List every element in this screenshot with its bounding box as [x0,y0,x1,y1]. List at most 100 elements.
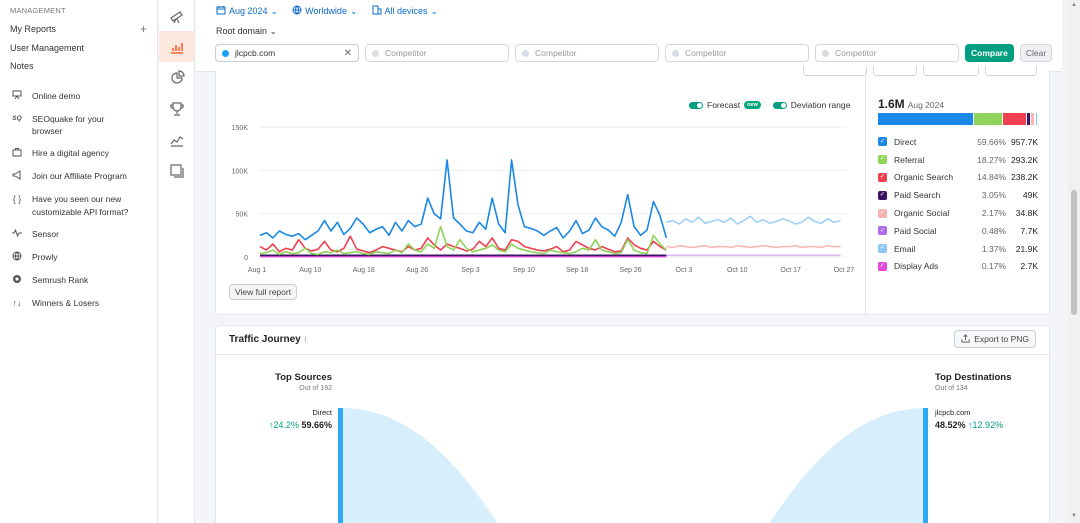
rail-trophy-icon[interactable] [159,93,194,124]
sidebar-link-label: Prowly [32,251,58,262]
root-domain-label: Root domain [216,26,268,36]
channel-row[interactable]: ✓ Paid Search 3.05% 49K [878,186,1038,204]
channel-share-segment [1034,113,1037,125]
deviation-label: Deviation range [790,100,851,110]
page-scrollbar[interactable]: ▲ ▼ [1068,0,1080,523]
sidebar-link-sensor[interactable]: Sensor [10,228,147,242]
destination-node-bar [923,408,928,523]
total-visits: 1.6M Aug 2024 [878,97,944,111]
channel-pct: 0.48% [981,225,1006,236]
deviation-toggle[interactable]: Deviation range [772,100,851,110]
clear-button[interactable]: Clear [1019,44,1053,62]
partial-tab[interactable] [923,66,979,76]
channel-row[interactable]: ✓ Organic Search 14.84% 238.2K [878,169,1038,187]
scroll-up-icon[interactable]: ▲ [1071,2,1077,8]
competitor-input-3[interactable]: Competitor [665,44,809,62]
chevron-down-icon: ⌄ [430,5,439,16]
channel-row[interactable]: ✓ Direct 59.66% 957.7K [878,133,1038,151]
channel-row[interactable]: ✓ Organic Social 2.17% 34.8K [878,204,1038,222]
series-line [259,225,667,256]
toggle-switch[interactable] [689,101,703,109]
channel-value: 238.2K [1011,172,1038,183]
checkbox-icon[interactable]: ✓ [878,137,887,147]
sidebar-item-user-management[interactable]: User Management [10,39,147,58]
checkbox-icon[interactable]: ✓ [878,190,887,200]
channel-name: Referral [894,154,925,165]
date-filter[interactable]: Aug 2024 ⌄ [216,5,278,17]
sidebar-link-semrush-rank[interactable]: Semrush Rank [10,274,147,288]
devices-filter[interactable]: All devices ⌄ [372,5,439,17]
partial-tab[interactable] [873,66,917,76]
competitor-input-2[interactable]: Competitor [515,44,659,62]
rail-pie-icon[interactable] [159,62,194,93]
channel-row[interactable]: ✓ Email 1.37% 21.9K [878,240,1038,258]
channel-pct: 59.66% [977,136,1006,147]
channel-row[interactable]: ✓ Paid Social 0.48% 7.7K [878,222,1038,240]
sidebar-link-affiliate[interactable]: Join our Affiliate Program [10,170,147,184]
rail-traffic-analytics-icon[interactable] [159,31,194,62]
channel-row[interactable]: ✓ Referral 18.27% 293.2K [878,151,1038,169]
sidebar-link-prowly[interactable]: Prowly [10,251,147,265]
seoquake-icon: SQ [12,114,22,122]
checkbox-icon[interactable]: ✓ [878,155,887,165]
sidebar-item-label: Notes [10,61,34,72]
export-png-button[interactable]: Export to PNG [954,330,1036,348]
calendar-icon [216,5,226,17]
sidebar-link-online-demo[interactable]: Online demo [10,90,147,104]
scroll-down-icon[interactable]: ▼ [1071,513,1077,519]
partial-tab-buttons [803,66,1037,76]
checkbox-icon[interactable]: ✓ [878,172,887,182]
checkbox-icon[interactable]: ✓ [878,261,887,271]
y-tick-label: 150K [232,125,249,132]
destination-flow-band [769,408,925,523]
sidebar-links: Online demo SQ SEOquake for your browser… [10,90,147,310]
checkbox-icon[interactable]: ✓ [878,244,887,254]
competitor-input-1[interactable]: Competitor [365,44,509,62]
competitor-input-4[interactable]: Competitor [815,44,959,62]
sidebar-item-notes[interactable]: Notes [10,57,147,76]
sidebar-item-my-reports[interactable]: My Reports + [10,20,147,39]
y-tick-label: 50K [236,212,249,219]
partial-tab[interactable] [803,66,867,76]
rail-pages-icon[interactable] [159,155,194,186]
domain-value: jlcpcb.com [235,48,276,58]
root-domain-dropdown[interactable]: Root domain ⌄ [216,26,277,37]
channel-pct: 1.37% [981,243,1006,254]
channel-row[interactable]: ✓ Display Ads 0.17% 2.7K [878,258,1038,276]
sidebar-link-hire-agency[interactable]: Hire a digital agency [10,147,147,161]
left-sidebar: MANAGEMENT My Reports + User Management … [0,0,158,523]
scroll-thumb[interactable] [1071,190,1077,315]
sidebar-link-winners-losers[interactable]: ↑↓ Winners & Losers [10,297,147,310]
braces-icon: { } [12,194,22,204]
forecast-toggle[interactable]: Forecast new [689,100,761,110]
info-icon[interactable]: i [304,335,307,344]
channel-share-segment [1037,113,1038,125]
devices-value: All devices [384,6,428,16]
total-value: 1.6M [878,97,905,111]
top-destinations-title: Top Destinations [935,372,1012,383]
forecast-label: Forecast [707,100,741,110]
competitor-dot-icon [372,49,379,57]
top-destinations-subtitle: Out of 134 [935,385,968,392]
close-icon[interactable]: ✕ [343,47,352,59]
channel-share-segment [972,113,1002,125]
domain-input[interactable]: jlcpcb.com ✕ [215,44,359,62]
plus-icon[interactable]: + [139,22,147,37]
sidebar-link-seoquake[interactable]: SQ SEOquake for your browser [10,113,147,138]
compare-button[interactable]: Compare [965,44,1014,62]
domain-dot-icon [222,49,229,57]
icon-rail [159,0,195,523]
x-tick-label: Aug 18 [353,267,375,274]
rail-trend-icon[interactable] [159,124,194,155]
checkbox-icon[interactable]: ✓ [878,226,887,236]
sidebar-link-api-format[interactable]: { } Have you seen our new customizable A… [10,193,147,218]
toggle-switch[interactable] [772,101,787,109]
sidebar-link-label: SEOquake for your browser [32,113,105,137]
journey-flow-diagram [338,408,928,523]
rail-telescope-icon[interactable] [159,0,194,31]
channel-name: Organic Social [894,208,950,219]
region-filter[interactable]: Worldwide ⌄ [292,5,358,17]
view-full-report-button[interactable]: View full report [229,284,298,300]
checkbox-icon[interactable]: ✓ [878,208,887,218]
partial-tab[interactable] [985,66,1037,76]
